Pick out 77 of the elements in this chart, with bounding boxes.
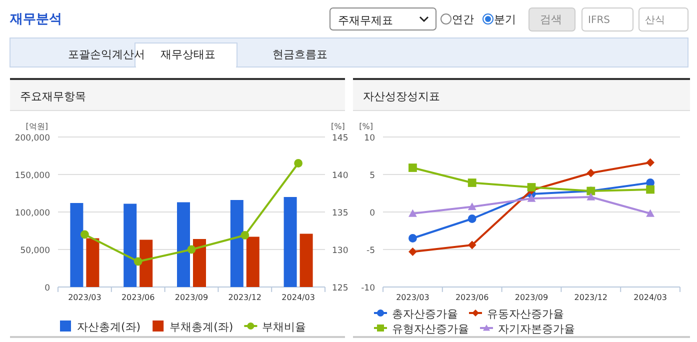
text: 검색 xyxy=(540,13,562,26)
point xyxy=(586,168,596,178)
y-tick-label: 10 xyxy=(364,134,375,144)
y-tick-label: 150,000 xyxy=(14,171,50,181)
point xyxy=(646,209,654,217)
bar xyxy=(284,197,297,287)
point xyxy=(134,257,142,266)
chart-title: 주요재무항목 xyxy=(20,90,86,103)
y-tick-label: 0 xyxy=(44,284,50,294)
text: 산식 xyxy=(645,15,665,26)
legend-label: 유동자산증가율 xyxy=(487,308,564,320)
text: 포괄손익계산서 xyxy=(68,48,145,61)
legend-label: 부채총계(좌) xyxy=(170,320,234,334)
text: 분기 xyxy=(494,13,516,26)
x-tick-label: 2023/03 xyxy=(68,293,102,302)
x-tick-label: 2023/09 xyxy=(514,293,548,302)
point xyxy=(80,230,89,239)
x-tick-label: 2024/03 xyxy=(634,293,667,302)
y-tick-label: 50,000 xyxy=(20,246,50,256)
bar xyxy=(193,239,206,287)
y2-axis-title: [%] xyxy=(331,122,345,131)
bar xyxy=(124,204,137,287)
legend-label: 유형자산증가율 xyxy=(392,322,469,336)
y2-tick-label: 145 xyxy=(332,134,348,144)
point xyxy=(586,192,596,200)
point xyxy=(294,159,302,168)
text: 재무분석 xyxy=(9,12,62,27)
bar xyxy=(86,238,100,287)
point xyxy=(527,194,536,202)
chart-title: 자산성장성지표 xyxy=(363,90,440,103)
point xyxy=(408,234,417,242)
x-tick-label: 2023/12 xyxy=(228,293,262,302)
y-tick-label: -5 xyxy=(366,246,375,256)
y-tick-label: -10 xyxy=(361,284,375,294)
bar xyxy=(246,236,260,287)
point xyxy=(646,185,654,194)
legend-label: 자기자본증가율 xyxy=(498,322,575,336)
legend-label: 총자산증가율 xyxy=(392,308,458,320)
point xyxy=(408,164,417,172)
x-tick-label: 2023/12 xyxy=(574,293,608,302)
y2-tick-label: 125 xyxy=(332,284,348,294)
point xyxy=(646,158,654,167)
x-tick-label: 2023/06 xyxy=(121,293,155,302)
legend-label: 부채비율 xyxy=(262,320,306,334)
y-tick-label: 100,000 xyxy=(14,208,50,218)
x-tick-label: 2023/06 xyxy=(455,293,489,302)
y2-tick-label: 135 xyxy=(332,208,348,218)
bar xyxy=(70,203,84,287)
point xyxy=(408,209,417,217)
y2-tick-label: 140 xyxy=(332,171,348,181)
text: 연간 xyxy=(452,13,474,26)
point xyxy=(468,202,476,210)
text: 현금흐름표 xyxy=(272,48,328,61)
y-axis-title: [억원] xyxy=(26,122,48,131)
bar xyxy=(140,240,153,287)
point xyxy=(468,214,476,223)
y-tick-label: 5 xyxy=(370,171,375,181)
point xyxy=(408,248,417,256)
point xyxy=(240,231,250,240)
x-tick-label: 2023/03 xyxy=(396,293,430,302)
y2-tick-label: 130 xyxy=(332,246,348,256)
y-tick-label: 0 xyxy=(370,208,375,218)
text: 주재무제표 xyxy=(338,14,393,27)
point xyxy=(527,183,536,192)
bar xyxy=(177,202,190,287)
point xyxy=(468,240,476,250)
point xyxy=(187,245,196,254)
legend-label: 자산총계(좌) xyxy=(77,320,141,334)
y-axis-title: [%] xyxy=(359,122,373,131)
bar xyxy=(230,200,244,287)
bar xyxy=(300,234,313,287)
x-tick-label: 2023/09 xyxy=(174,293,208,302)
x-tick-label: 2024/03 xyxy=(282,293,315,302)
y-tick-label: 200,000 xyxy=(14,134,50,144)
point xyxy=(468,178,476,187)
text: 재무상태표 xyxy=(160,48,216,61)
text: IFRS xyxy=(588,15,610,26)
